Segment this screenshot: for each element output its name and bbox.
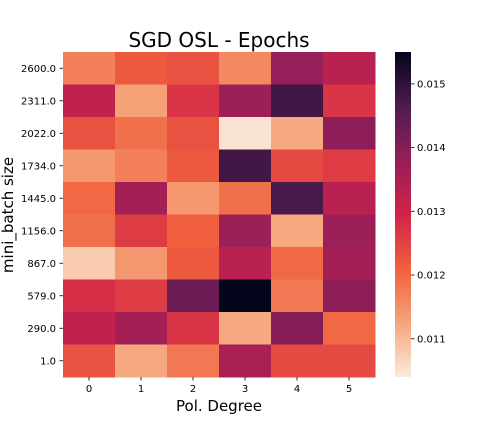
heatmap-cell (219, 214, 272, 248)
heatmap-cell (219, 182, 272, 215)
heatmap-cell (167, 182, 220, 215)
heatmap-cell (115, 117, 168, 150)
heatmap-cell (219, 117, 272, 150)
y-tick-label: 290.0 (27, 324, 56, 335)
colorbar-tick-label: 0.012 (417, 271, 446, 282)
heatmap-cell (323, 214, 376, 248)
heatmap-cell (323, 149, 376, 183)
heatmap-cell (219, 149, 272, 183)
heatmap-cell (219, 344, 272, 378)
x-tick-label: 5 (346, 384, 352, 395)
heatmap-cell (271, 279, 324, 313)
y-tick-label: 2022.0 (21, 129, 56, 140)
heatmap-cell (323, 344, 376, 378)
heatmap-cell (115, 312, 168, 345)
heatmap-cell (271, 117, 324, 150)
y-axis-label: mini_batch size (0, 157, 18, 273)
heatmap-cell (271, 84, 324, 118)
x-axis-label: Pol. Degree (176, 397, 262, 415)
heatmap-cell (63, 117, 116, 150)
heatmap-cell (63, 344, 116, 378)
heatmap-cell (167, 344, 220, 378)
heatmap-cell (271, 52, 324, 85)
heatmap-cell (271, 344, 324, 378)
heatmap-cell (167, 117, 220, 150)
heatmap-cell (323, 247, 376, 280)
heatmap-cell (167, 279, 220, 313)
heatmap-cell (323, 312, 376, 345)
heatmap-cell (115, 279, 168, 313)
x-axis-ticks: 0 1 2 3 4 5 (86, 377, 352, 395)
heatmap-cell (115, 344, 168, 378)
heatmap-cell (63, 214, 116, 248)
heatmap-cell (271, 149, 324, 183)
heatmap-cell (63, 84, 116, 118)
heatmap-cell (63, 182, 116, 215)
heatmap-cell (115, 214, 168, 248)
x-tick-label: 4 (294, 384, 300, 395)
heatmap-cell (167, 84, 220, 118)
colorbar-tick-label: 0.011 (417, 334, 446, 345)
heatmap-cell (167, 247, 220, 280)
heatmap-cell (167, 312, 220, 345)
heatmap-cell (167, 52, 220, 85)
heatmap-cell (323, 182, 376, 215)
heatmap-cell (63, 149, 116, 183)
x-tick-label: 2 (190, 384, 196, 395)
x-tick-label: 3 (242, 384, 248, 395)
chart-title: SGD OSL - Epochs (128, 28, 309, 52)
heatmap-cell (115, 84, 168, 118)
heatmap-cell (63, 52, 116, 85)
heatmap-cells (63, 52, 376, 378)
heatmap-cell (271, 214, 324, 248)
colorbar (395, 52, 411, 377)
y-axis-ticks: 2600.0 2311.0 2022.0 1734.0 1445.0 1156.0 867.… (21, 64, 63, 367)
colorbar-tick-label: 0.013 (417, 207, 446, 218)
heatmap-cell (271, 182, 324, 215)
heatmap-cell (323, 117, 376, 150)
x-tick-label: 0 (86, 384, 92, 395)
heatmap-cell (167, 149, 220, 183)
heatmap-cell (271, 312, 324, 345)
heatmap-cell (115, 182, 168, 215)
y-tick-label: 1734.0 (21, 161, 56, 172)
y-tick-label: 579.0 (27, 291, 56, 302)
y-tick-label: 1445.0 (21, 194, 56, 205)
heatmap-cell (63, 279, 116, 313)
heatmap-cell (323, 279, 376, 313)
heatmap-cell (115, 247, 168, 280)
x-tick-label: 1 (138, 384, 144, 395)
heatmap-cell (115, 149, 168, 183)
heatmap-cell (63, 312, 116, 345)
heatmap-cell (323, 84, 376, 118)
heatmap-cell (115, 52, 168, 85)
heatmap-cell (63, 247, 116, 280)
heatmap-cell (219, 312, 272, 345)
heatmap-cell (219, 279, 272, 313)
heatmap-cell (323, 52, 376, 85)
y-tick-label: 2311.0 (21, 96, 56, 107)
heatmap-cell (167, 214, 220, 248)
heatmap-cell (271, 247, 324, 280)
colorbar-tick-label: 0.014 (417, 143, 446, 154)
colorbar-tick-label: 0.015 (417, 79, 446, 90)
y-tick-label: 1156.0 (21, 226, 56, 237)
y-tick-label: 2600.0 (21, 64, 56, 75)
colorbar-ticks: 0.011 0.012 0.013 0.014 0.015 (411, 79, 446, 345)
heatmap-cell (219, 84, 272, 118)
y-tick-label: 1.0 (40, 356, 56, 367)
heatmap-cell (219, 247, 272, 280)
y-tick-label: 867.0 (27, 259, 56, 270)
heatmap-cell (219, 52, 272, 85)
